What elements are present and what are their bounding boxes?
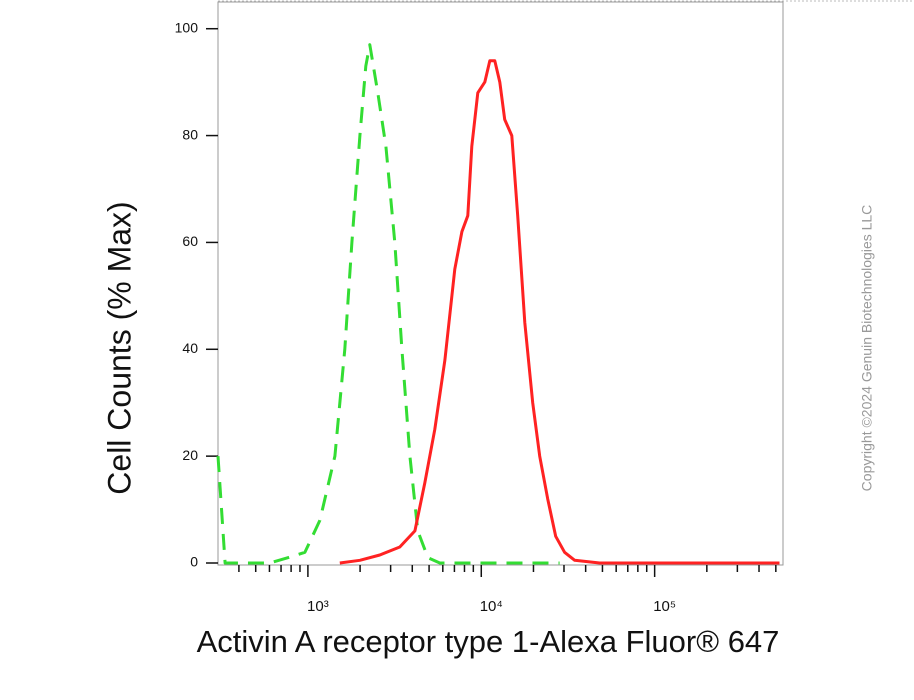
y-tick-label: 100 xyxy=(175,19,199,35)
y-tick-label: 80 xyxy=(182,126,198,142)
y-tick-label: 0 xyxy=(190,554,198,570)
x-tick-label: 10⁵ xyxy=(653,598,676,615)
y-tick-label: 20 xyxy=(182,447,198,463)
y-tick-label: 40 xyxy=(182,340,198,356)
x-tick-label: 10⁴ xyxy=(480,598,503,615)
x-axis-label: Activin A receptor type 1-Alexa Fluor® 6… xyxy=(197,624,780,659)
x-tick-label: 10³ xyxy=(307,598,329,615)
y-axis-label: Cell Counts (% Max) xyxy=(101,201,137,494)
copyright: Copyright ©2024 Genuin Biotechnologies L… xyxy=(859,205,875,492)
histogram-line xyxy=(339,59,780,565)
y-tick-label: 60 xyxy=(182,233,198,249)
plot-frame xyxy=(217,1,784,566)
histogram-line xyxy=(216,43,560,565)
